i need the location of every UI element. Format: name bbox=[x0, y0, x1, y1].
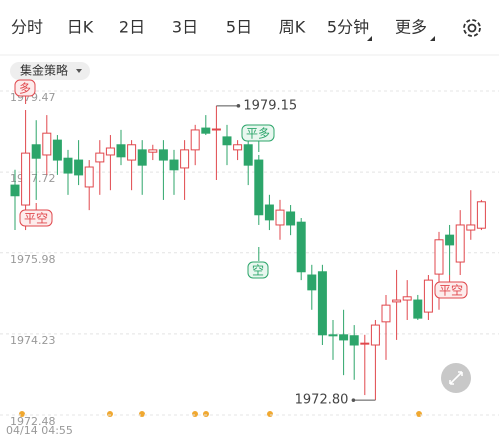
tab-corner bbox=[367, 36, 372, 41]
candle-body bbox=[286, 211, 296, 226]
candle-body bbox=[466, 224, 476, 231]
tab[interactable]: 分时 bbox=[11, 18, 43, 37]
candle-body bbox=[455, 224, 465, 263]
candle-body bbox=[360, 342, 370, 345]
candle-body bbox=[413, 299, 423, 319]
signal-label: 平空 bbox=[439, 284, 463, 298]
candle-body bbox=[445, 234, 455, 246]
signal-badge bbox=[434, 281, 468, 299]
strategy-label: 集金策略 bbox=[20, 63, 68, 78]
high-label: 1979.15 bbox=[243, 98, 297, 113]
settings-icon[interactable] bbox=[463, 19, 481, 37]
tab[interactable]: 3日 bbox=[172, 18, 198, 37]
candle-body bbox=[137, 149, 147, 166]
y-tick-label: 1975.98 bbox=[10, 253, 56, 266]
candle-body bbox=[211, 128, 221, 131]
tab[interactable]: 2日 bbox=[119, 18, 145, 37]
candle-body bbox=[307, 274, 317, 291]
candle-body bbox=[105, 147, 115, 156]
candle-body bbox=[233, 144, 243, 151]
candle-body bbox=[402, 296, 412, 301]
candle-body bbox=[31, 144, 41, 159]
y-tick-label: 1977.72 bbox=[10, 172, 56, 185]
candle-body bbox=[190, 129, 200, 151]
signal-label: 平空 bbox=[24, 212, 48, 226]
y-tick-label: 1972.48 bbox=[10, 415, 56, 428]
tab[interactable]: 更多 bbox=[395, 18, 427, 37]
candle-body bbox=[296, 221, 306, 273]
tab[interactable]: 5日 bbox=[226, 18, 252, 37]
candle-body bbox=[434, 239, 444, 275]
signal-badge bbox=[247, 261, 269, 279]
candle-body bbox=[158, 149, 168, 161]
candle-body bbox=[127, 144, 137, 161]
dropdown-arrow bbox=[76, 69, 82, 73]
candle-body bbox=[264, 204, 274, 221]
low-label: 1972.80 bbox=[295, 393, 349, 408]
strategy-pill[interactable] bbox=[10, 62, 90, 80]
candle-body bbox=[116, 144, 126, 158]
candle-body bbox=[275, 209, 285, 226]
candle-body bbox=[349, 335, 359, 346]
candle-body bbox=[381, 304, 391, 323]
candle-body bbox=[74, 159, 84, 176]
event-dots bbox=[19, 411, 422, 417]
fullscreen-icon bbox=[449, 371, 463, 385]
candle-body bbox=[222, 136, 232, 146]
candle-body bbox=[169, 159, 179, 171]
candle-body bbox=[21, 152, 31, 206]
candle-body bbox=[63, 157, 73, 174]
signal-label: 多 bbox=[19, 82, 31, 96]
signal-badge bbox=[19, 209, 53, 227]
candle-body bbox=[95, 152, 105, 163]
candle-body bbox=[201, 127, 211, 134]
candle-body bbox=[476, 201, 486, 229]
signal-badge bbox=[241, 124, 275, 142]
y-tick-label: 1974.23 bbox=[10, 334, 56, 347]
tab[interactable]: 5分钟 bbox=[327, 18, 369, 37]
tab[interactable]: 日K bbox=[67, 18, 94, 37]
candle-body bbox=[370, 324, 380, 346]
candle-body bbox=[148, 149, 158, 153]
low-dot bbox=[351, 398, 356, 402]
candle-body bbox=[243, 144, 253, 166]
candle-body bbox=[10, 184, 20, 197]
tab[interactable]: 周K bbox=[279, 18, 306, 37]
signal-label: 平多 bbox=[246, 127, 270, 141]
candle-body bbox=[254, 159, 264, 216]
candle-body bbox=[317, 271, 327, 336]
candle-body bbox=[423, 279, 433, 313]
high-dot bbox=[236, 104, 241, 108]
candle-body bbox=[339, 334, 349, 341]
candle-body bbox=[180, 149, 190, 169]
candle-body bbox=[392, 299, 402, 303]
tab-corner bbox=[430, 36, 435, 41]
signal-badge bbox=[14, 79, 36, 97]
candle-body bbox=[42, 132, 52, 156]
candle-body bbox=[52, 139, 62, 161]
candle-body bbox=[84, 166, 94, 188]
signal-label: 空 bbox=[252, 264, 264, 278]
x-tick-label: 04/14 04:55 bbox=[6, 424, 73, 437]
candle-body bbox=[328, 334, 338, 337]
